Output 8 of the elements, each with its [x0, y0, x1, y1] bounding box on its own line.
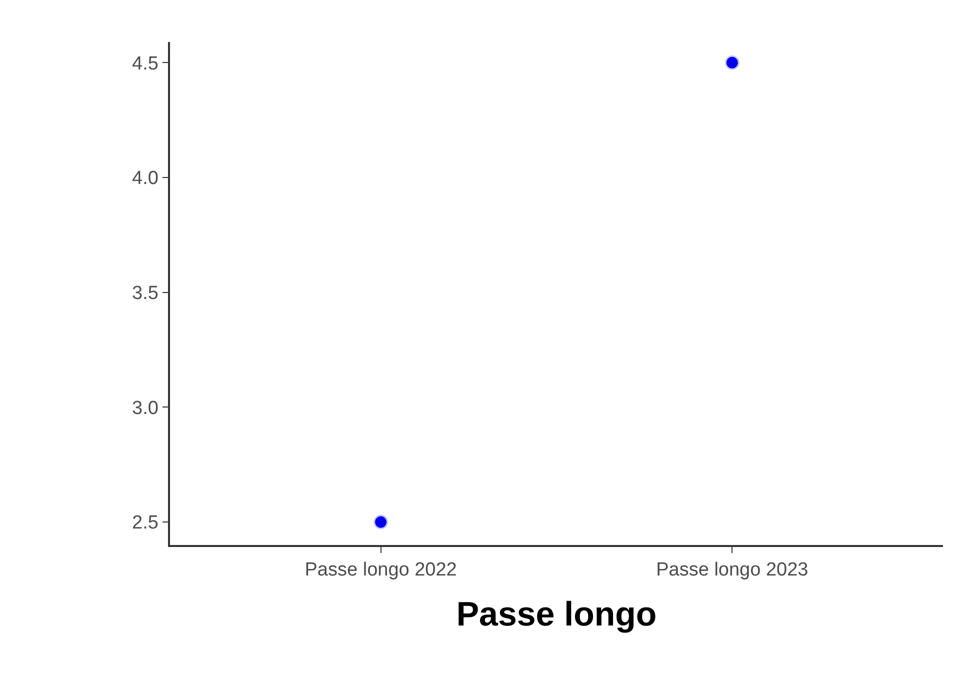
- y-tick-label: 3.0: [132, 398, 158, 419]
- x-tick-label: Passe longo 2023: [656, 560, 808, 581]
- x-axis-title: Passe longo: [456, 595, 657, 634]
- x-tick-label: Passe longo 2022: [304, 560, 457, 581]
- y-tick-label: 3.5: [132, 283, 158, 304]
- y-tick-label: 2.5: [132, 512, 158, 534]
- y-tick-label: 4.5: [132, 53, 158, 74]
- y-tick-label: 4.0: [132, 168, 158, 190]
